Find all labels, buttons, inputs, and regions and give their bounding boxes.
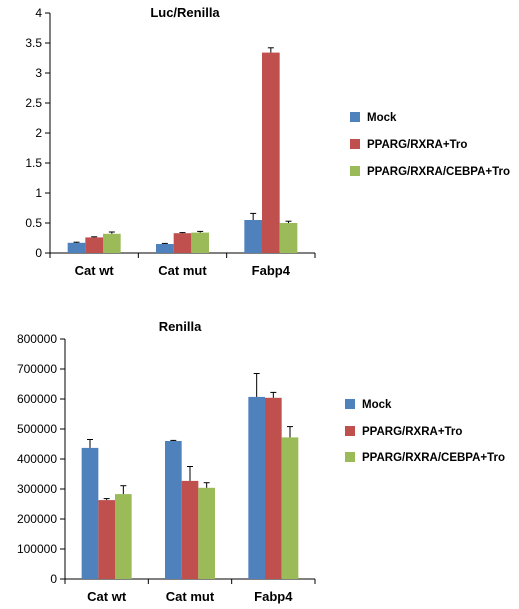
x-category-label: Cat wt xyxy=(87,589,127,604)
bar xyxy=(265,397,282,579)
legend-entry: PPARG/RXRA/CEBPA+Tro xyxy=(367,166,510,178)
legend-swatch xyxy=(345,452,355,462)
y-tick-label: 500000 xyxy=(17,422,57,436)
legend-entry: PPARG/RXRA/CEBPA+Tro xyxy=(362,452,505,464)
bar xyxy=(173,233,192,253)
bar xyxy=(67,242,86,253)
y-tick-label: 600000 xyxy=(17,392,57,406)
y-tick-label: 4 xyxy=(35,6,42,20)
y-tick-label: 0.5 xyxy=(25,216,42,230)
y-tick-label: 3 xyxy=(35,66,42,80)
bar xyxy=(115,494,132,579)
y-tick-label: 100000 xyxy=(17,542,57,556)
x-category-label: Fabp4 xyxy=(254,589,293,604)
y-tick-label: 0 xyxy=(35,246,42,260)
y-tick-label: 2.5 xyxy=(25,96,42,110)
legend-entry: PPARG/RXRA+Tro xyxy=(362,426,462,438)
legend-swatch xyxy=(350,166,360,176)
y-tick-label: 2 xyxy=(35,126,42,140)
bar xyxy=(165,441,182,579)
x-category-label: Cat wt xyxy=(75,263,115,278)
y-tick-label: 800000 xyxy=(17,332,57,346)
chart-2: Renilla 0 100000 200000 300000 400000 500000 60… xyxy=(17,319,505,604)
bar xyxy=(248,396,265,579)
y-tick-label: 400000 xyxy=(17,452,57,466)
y-tick-label: 200000 xyxy=(17,512,57,526)
legend-swatch xyxy=(350,112,360,122)
bar xyxy=(262,52,280,253)
x-category-label: Fabp4 xyxy=(252,263,291,278)
legend-entry: PPARG/RXRA+Tro xyxy=(367,139,467,151)
y-tick-label: 300000 xyxy=(17,482,57,496)
bar xyxy=(98,500,115,579)
legend-swatch xyxy=(345,399,355,409)
y-tick-label: 3.5 xyxy=(25,36,42,50)
legend-swatch xyxy=(350,139,360,149)
y-tick-label: 1.5 xyxy=(25,156,42,170)
legend-swatch xyxy=(345,426,355,436)
legend-entry: Mock xyxy=(367,112,397,124)
y-tick-label: 700000 xyxy=(17,362,57,376)
bar xyxy=(244,220,262,253)
bar xyxy=(181,480,199,579)
chart-1: Luc/Renilla 0 0.5 1 1.5 2 2.5 3 3.5 4 Cat wt Cat mu… xyxy=(25,5,510,278)
bar xyxy=(85,237,103,253)
bar xyxy=(198,487,215,579)
y-tick-label: 0 xyxy=(50,572,57,586)
x-category-label: Cat mut xyxy=(166,589,215,604)
chart-title: Renilla xyxy=(159,319,202,334)
bar xyxy=(191,232,209,253)
bar xyxy=(156,244,174,253)
chart-title: Luc/Renilla xyxy=(150,5,220,20)
bar xyxy=(279,223,298,253)
bar xyxy=(103,233,121,253)
y-tick-label: 1 xyxy=(35,186,42,200)
bar xyxy=(81,447,99,579)
bar xyxy=(281,437,299,579)
x-category-label: Cat mut xyxy=(158,263,207,278)
legend-entry: Mock xyxy=(362,399,392,411)
